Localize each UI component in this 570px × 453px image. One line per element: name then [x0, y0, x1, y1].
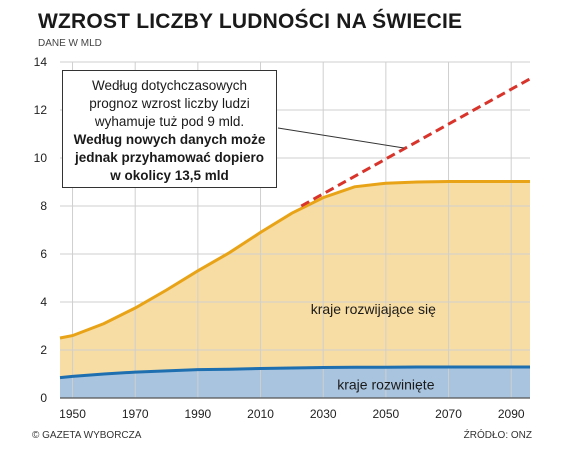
- x-tick-label: 1990: [185, 407, 212, 421]
- x-tick-label: 2090: [498, 407, 525, 421]
- y-tick-label: 6: [40, 247, 47, 261]
- annotation-box: Według dotychczasowych prognoz wzrost li…: [62, 70, 277, 188]
- annotation-bold-3: w okolicy 13,5 mld: [110, 168, 229, 183]
- annotation-bold-1: Według nowych danych może: [73, 132, 266, 147]
- copyright-label: © GAZETA WYBORCZA: [32, 430, 142, 441]
- y-tick-label: 4: [40, 295, 47, 309]
- x-tick-label: 2010: [247, 407, 274, 421]
- developing-area-label: kraje rozwijające się: [311, 301, 436, 317]
- y-tick-label: 14: [34, 55, 48, 69]
- developing-area: [60, 181, 530, 378]
- y-tick-label: 0: [40, 391, 47, 405]
- y-tick-label: 10: [34, 151, 48, 165]
- y-tick-label: 2: [40, 343, 47, 357]
- y-tick-label: 12: [34, 103, 48, 117]
- chart-title: WZROST LICZBY LUDNOŚCI NA ŚWIECIE: [38, 10, 463, 33]
- y-tick-label: 8: [40, 199, 47, 213]
- annotation-line-1: Według dotychczasowych: [91, 78, 248, 93]
- annotation-line-3: wyhamuje tuż pod 9 mld.: [94, 114, 245, 129]
- x-tick-label: 1970: [122, 407, 149, 421]
- annotation-pointer: [277, 127, 405, 149]
- x-tick-label: 1950: [59, 407, 86, 421]
- x-tick-label: 2050: [373, 407, 400, 421]
- x-tick-label: 2030: [310, 407, 337, 421]
- source-label: ŹRÓDŁO: ONZ: [463, 430, 532, 441]
- annotation-bold-2: jednak przyhamować dopiero: [74, 150, 265, 165]
- x-tick-label: 2070: [435, 407, 462, 421]
- total-population-line: [59, 180, 530, 340]
- developed-area: [60, 367, 530, 398]
- chart-subtitle: DANE W MLD: [38, 38, 102, 49]
- new-forecast-line: [300, 77, 531, 208]
- annotation-line-2: prognoz wzrost liczby ludzi: [89, 96, 250, 111]
- developed-population-line: [59, 365, 530, 380]
- developed-area-label: kraje rozwinięte: [337, 377, 434, 393]
